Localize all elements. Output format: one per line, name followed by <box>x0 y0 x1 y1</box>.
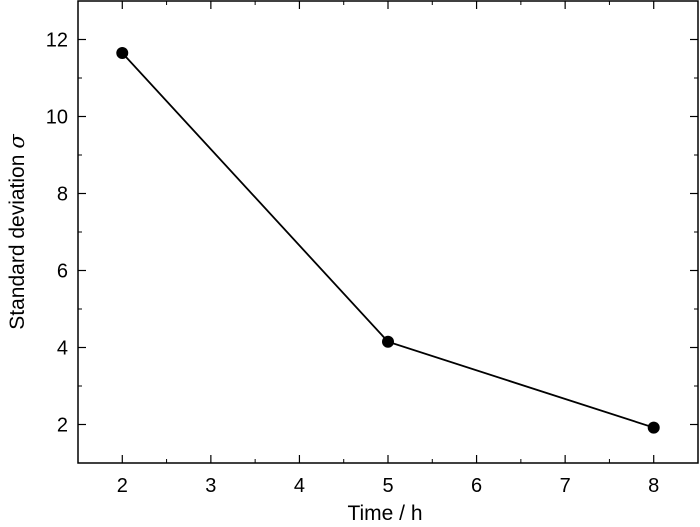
y-axis-title: Standard deviation σ <box>5 134 29 330</box>
x-axis-tick-labels: 2 3 4 5 6 7 8 <box>117 475 660 497</box>
series-layer <box>116 46 660 434</box>
y-tick-label: 2 <box>57 415 68 437</box>
data-point <box>647 421 660 434</box>
x-tick-label: 8 <box>648 475 659 497</box>
plot-frame <box>77 0 699 464</box>
y-tick-label: 10 <box>46 107 68 129</box>
x-tick-label: 4 <box>294 475 305 497</box>
data-point <box>116 46 129 59</box>
y-axis-title-symbol: σ <box>5 134 29 149</box>
y-axis-tick-labels: 2 4 6 8 10 12 <box>46 30 68 437</box>
x-tick-label: 2 <box>117 475 128 497</box>
data-point <box>382 335 394 348</box>
x-tick-label: 5 <box>382 475 393 497</box>
y-axis-title-text: Standard deviation <box>6 155 29 330</box>
x-axis-ticks <box>121 1 655 463</box>
x-axis-title: Time / h <box>347 502 422 525</box>
y-tick-label: 8 <box>57 184 68 206</box>
x-tick-label: 7 <box>560 475 571 497</box>
x-tick-label: 3 <box>205 475 216 497</box>
series-line <box>121 52 654 429</box>
y-tick-label: 4 <box>57 338 68 360</box>
y-tick-label: 6 <box>57 261 68 283</box>
y-tick-label: 12 <box>46 30 68 52</box>
x-tick-label: 6 <box>471 475 482 497</box>
y-axis-ticks <box>78 0 698 464</box>
